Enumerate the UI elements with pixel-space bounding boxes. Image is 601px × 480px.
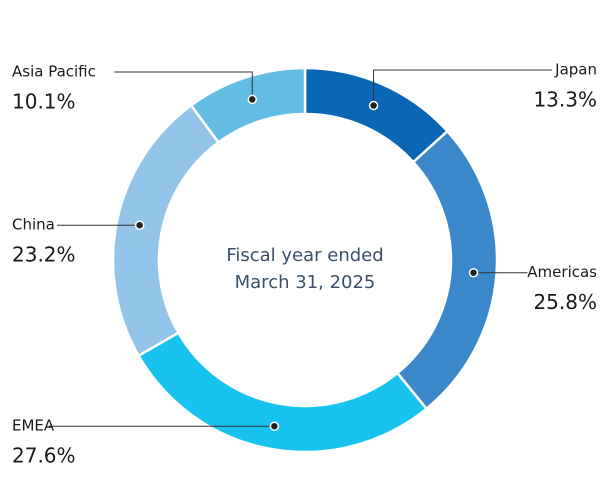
category-label: Japan [554,61,597,79]
value-label: 13.3% [533,88,597,112]
donut-segment [136,331,429,454]
category-label: Americas [527,263,597,281]
leader-dot [368,100,379,111]
center-label: Fiscal year ended [226,245,383,266]
donut-segment [303,66,450,164]
value-label: 23.2% [12,243,76,267]
leader-dot [247,94,258,105]
category-label: Asia Pacific [12,63,96,81]
category-label: China [12,216,55,234]
leader-dot [269,421,280,431]
value-label: 27.6% [12,444,76,468]
donut-segment [189,66,307,145]
donut-segment [395,129,499,411]
leader-dot [134,220,145,230]
category-label: EMEA [12,417,55,435]
donut-segment [111,103,221,358]
value-label: 10.1% [12,90,76,114]
leader-line [373,69,552,106]
leader-line [114,71,253,100]
value-label: 25.8% [533,290,597,314]
leader-dot [468,267,479,278]
center-label: March 31, 2025 [235,272,376,293]
